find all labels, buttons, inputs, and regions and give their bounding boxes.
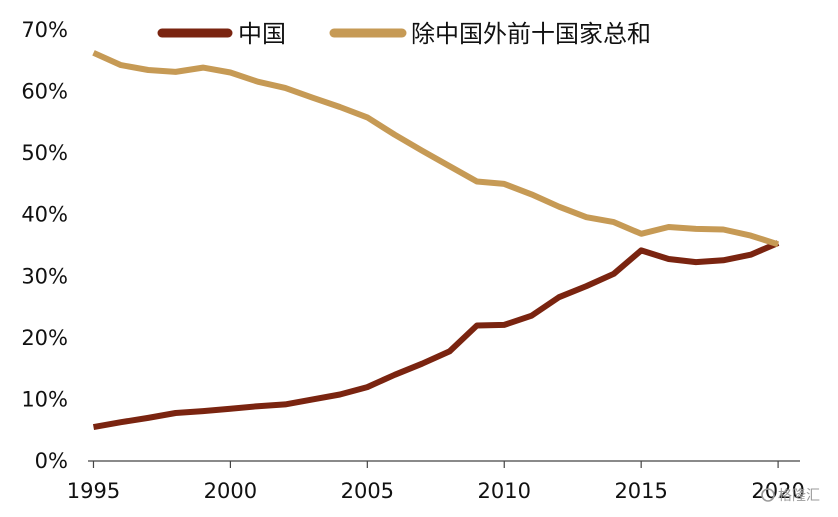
legend-label-1: 中国 — [238, 20, 286, 48]
x-tick-label: 2005 — [341, 479, 394, 503]
x-tick-label: 2010 — [478, 479, 531, 503]
y-tick-label: 50% — [21, 141, 68, 165]
series-line-2 — [92, 50, 780, 248]
watermark-logo-icon — [761, 488, 775, 502]
y-tick-label: 70% — [21, 18, 68, 42]
watermark: 格隆汇 — [761, 488, 820, 504]
legend-label-2: 除中国外前十国家总和 — [411, 20, 651, 48]
y-tick-label: 10% — [21, 387, 68, 411]
series-layer — [92, 50, 780, 431]
axes-layer: 1995 2000 2005 2010 2015 2020 0% 10% 20% 30% 40% 50… — [21, 18, 805, 503]
x-tick-label: 2020 — [751, 479, 804, 503]
watermark-text: 格隆汇 — [778, 488, 820, 504]
x-tick-label: 1995 — [67, 479, 120, 503]
y-tick-label: 0% — [35, 449, 68, 473]
x-tick-label: 2000 — [204, 479, 257, 503]
series-line-1 — [92, 240, 780, 431]
x-tick-label: 2015 — [614, 479, 667, 503]
y-tick-label: 30% — [21, 264, 68, 288]
y-tick-label: 60% — [21, 80, 68, 104]
legend: 中国 除中国外前十国家总和 — [157, 20, 651, 48]
y-tick-label: 40% — [21, 203, 68, 227]
y-tick-label: 20% — [21, 326, 68, 350]
